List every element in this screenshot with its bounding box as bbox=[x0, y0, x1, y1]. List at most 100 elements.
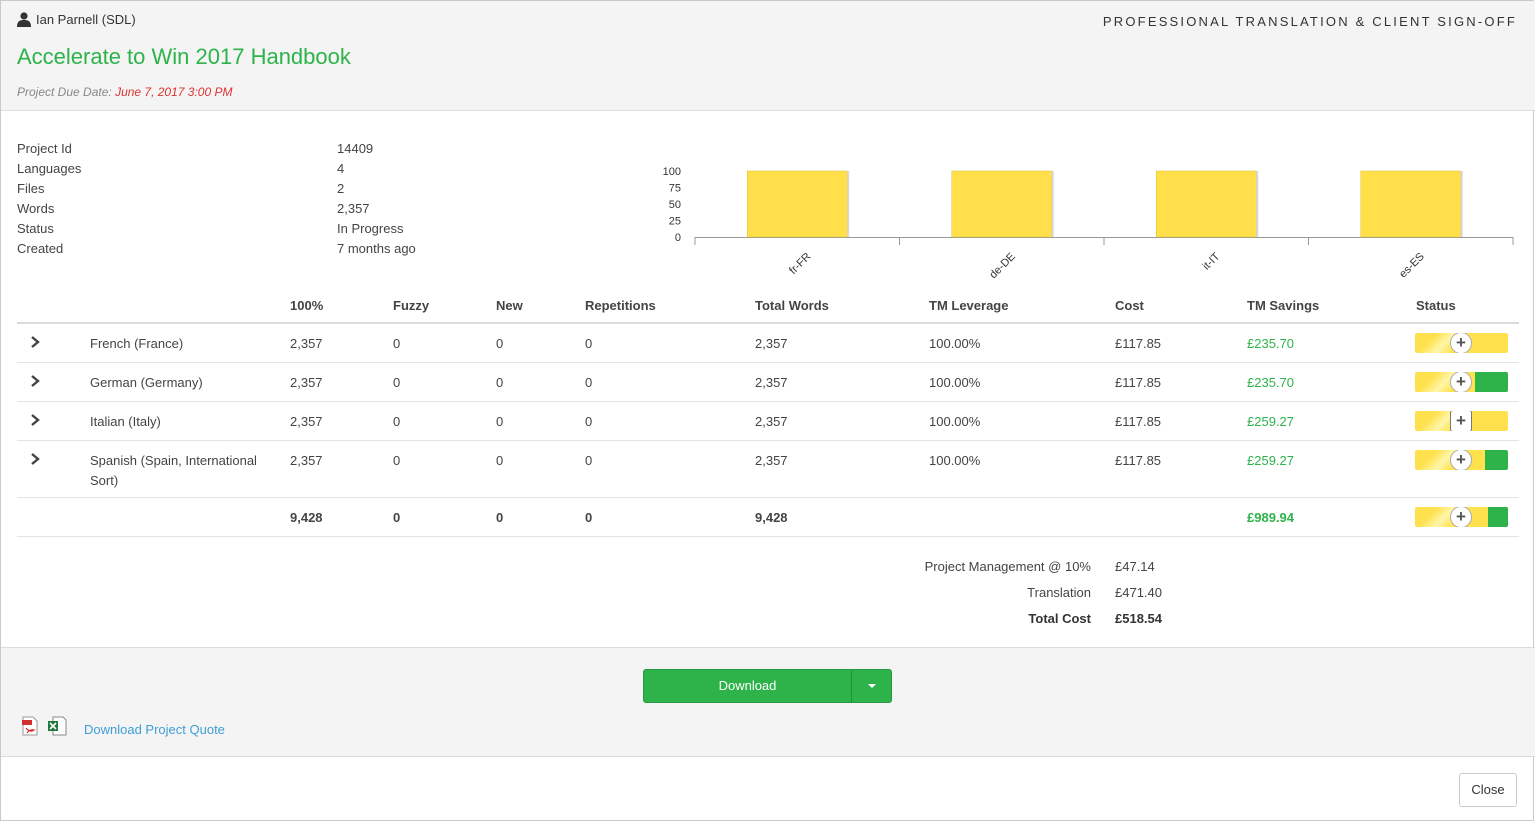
cell-total: 2,357 bbox=[755, 375, 788, 390]
info-key: Created bbox=[17, 241, 64, 256]
info-key: Project Id bbox=[17, 141, 72, 156]
status-bar: + bbox=[1415, 333, 1508, 353]
bar-fr-FR bbox=[747, 170, 848, 238]
total-cost-value: £518.54 bbox=[1115, 611, 1162, 626]
plus-icon[interactable]: + bbox=[1450, 507, 1472, 527]
pdf-icon[interactable] bbox=[21, 716, 39, 736]
col-new: New bbox=[496, 298, 523, 313]
language-name: Italian (Italy) bbox=[90, 414, 161, 429]
cell-cost: £117.85 bbox=[1115, 414, 1162, 429]
cell-new: 0 bbox=[496, 453, 504, 468]
status-progress bbox=[1487, 507, 1508, 527]
cell-fuzzy: 0 bbox=[393, 375, 401, 390]
cell-savings: £259.27 bbox=[1247, 414, 1294, 429]
download-area: Download Download Project Quote bbox=[1, 647, 1535, 757]
plus-icon[interactable]: + bbox=[1450, 333, 1472, 353]
cell-leverage: 100.00% bbox=[929, 375, 981, 390]
info-value: 7 months ago bbox=[337, 241, 416, 256]
info-key: Languages bbox=[17, 161, 82, 176]
y-tick-label: 25 bbox=[669, 216, 681, 228]
col-cost: Cost bbox=[1115, 298, 1144, 313]
total-new: 0 bbox=[496, 510, 504, 525]
page-title: Accelerate to Win 2017 Handbook bbox=[17, 44, 351, 69]
plus-icon[interactable]: + bbox=[1450, 411, 1472, 431]
info-row: Files 2 bbox=[17, 179, 467, 199]
info-row: Created 7 months ago bbox=[17, 239, 467, 259]
bar-es-ES bbox=[1360, 170, 1461, 238]
language-name: French (France) bbox=[90, 336, 184, 351]
info-row: Project Id 14409 bbox=[17, 139, 467, 159]
pm-value: £47.14 bbox=[1115, 559, 1155, 574]
chevron-right-icon[interactable] bbox=[29, 335, 41, 349]
info-row: Languages 4 bbox=[17, 159, 467, 179]
info-value: 14409 bbox=[337, 141, 374, 156]
info-value: 2,357 bbox=[337, 201, 370, 216]
language-name-cont: Sort) bbox=[90, 473, 119, 488]
cell-repetitions: 0 bbox=[585, 414, 593, 429]
cell-leverage: 100.00% bbox=[929, 336, 981, 351]
totals-row: 9,428 0 0 0 9,428 £989.94 + bbox=[17, 498, 1519, 537]
cell-leverage: 100.00% bbox=[929, 414, 981, 429]
status-progress bbox=[1484, 450, 1508, 470]
cell-savings: £259.27 bbox=[1247, 453, 1294, 468]
due-label: Project Due Date: bbox=[17, 85, 112, 99]
bar-de-DE bbox=[951, 170, 1052, 238]
bar-shadow bbox=[1460, 171, 1463, 237]
y-tick-label: 50 bbox=[669, 199, 681, 211]
total-cost-label: Total Cost bbox=[1028, 611, 1091, 626]
x-tick-label: it-IT bbox=[1200, 250, 1222, 272]
cell-fuzzy: 0 bbox=[393, 336, 401, 351]
download-quote-link[interactable]: Download Project Quote bbox=[84, 722, 225, 737]
download-dropdown-toggle[interactable] bbox=[851, 670, 891, 702]
total-words: 9,428 bbox=[755, 510, 788, 525]
status-bar: + bbox=[1415, 450, 1508, 470]
cell-cost: £117.85 bbox=[1115, 375, 1162, 390]
cell-repetitions: 0 bbox=[585, 453, 593, 468]
total-100: 9,428 bbox=[290, 510, 323, 525]
col-tm-savings: TM Savings bbox=[1247, 298, 1320, 313]
table-row: Italian (Italy) 2,357 0 0 0 2,357 100.00… bbox=[17, 402, 1519, 441]
excel-icon[interactable] bbox=[47, 716, 67, 736]
close-button[interactable]: Close bbox=[1459, 773, 1517, 807]
bar-shadow bbox=[847, 171, 850, 237]
status-bar: + bbox=[1415, 372, 1508, 392]
cell-leverage: 100.00% bbox=[929, 453, 981, 468]
x-tick-label: de-DE bbox=[987, 251, 1018, 282]
col-repetitions: Repetitions bbox=[585, 298, 656, 313]
translation-value: £471.40 bbox=[1115, 585, 1162, 600]
cell-fuzzy: 0 bbox=[393, 414, 401, 429]
due-date: Project Due Date: June 7, 2017 3:00 PM bbox=[17, 85, 232, 99]
info-value: 2 bbox=[337, 181, 345, 196]
y-tick-label: 100 bbox=[663, 166, 681, 178]
cell-savings: £235.70 bbox=[1247, 375, 1294, 390]
translation-label: Translation bbox=[1027, 585, 1091, 600]
chevron-right-icon[interactable] bbox=[29, 413, 41, 427]
language-table: 100% Fuzzy New Repetitions Total Words T… bbox=[17, 293, 1519, 537]
status-progress bbox=[1475, 372, 1508, 392]
language-name: Spanish (Spain, International bbox=[90, 453, 257, 468]
info-value: 4 bbox=[337, 161, 345, 176]
cell-100: 2,357 bbox=[290, 453, 323, 468]
project-info: Project Id 14409 Languages 4 Files 2 Words 2… bbox=[17, 139, 467, 259]
chevron-right-icon[interactable] bbox=[29, 452, 41, 466]
user-icon bbox=[17, 12, 31, 27]
user-name: Ian Parnell (SDL) bbox=[36, 12, 136, 27]
cell-new: 0 bbox=[496, 375, 504, 390]
info-value: In Progress bbox=[337, 221, 404, 236]
col-fuzzy: Fuzzy bbox=[393, 298, 430, 313]
info-key: Files bbox=[17, 181, 45, 196]
table-row: Spanish (Spain, International Sort) 2,35… bbox=[17, 441, 1519, 498]
cell-new: 0 bbox=[496, 414, 504, 429]
plus-icon[interactable]: + bbox=[1450, 372, 1472, 392]
cell-100: 2,357 bbox=[290, 336, 323, 351]
chevron-right-icon[interactable] bbox=[29, 374, 41, 388]
status-bar: + bbox=[1415, 411, 1508, 431]
info-row: Words 2,357 bbox=[17, 199, 467, 219]
info-row: Status In Progress bbox=[17, 219, 467, 239]
bar-it-IT bbox=[1156, 170, 1257, 238]
info-key: Status bbox=[17, 221, 54, 236]
plus-icon[interactable]: + bbox=[1450, 450, 1472, 470]
cell-cost: £117.85 bbox=[1115, 336, 1162, 351]
download-button[interactable]: Download bbox=[718, 678, 777, 693]
cell-cost: £117.85 bbox=[1115, 453, 1162, 468]
